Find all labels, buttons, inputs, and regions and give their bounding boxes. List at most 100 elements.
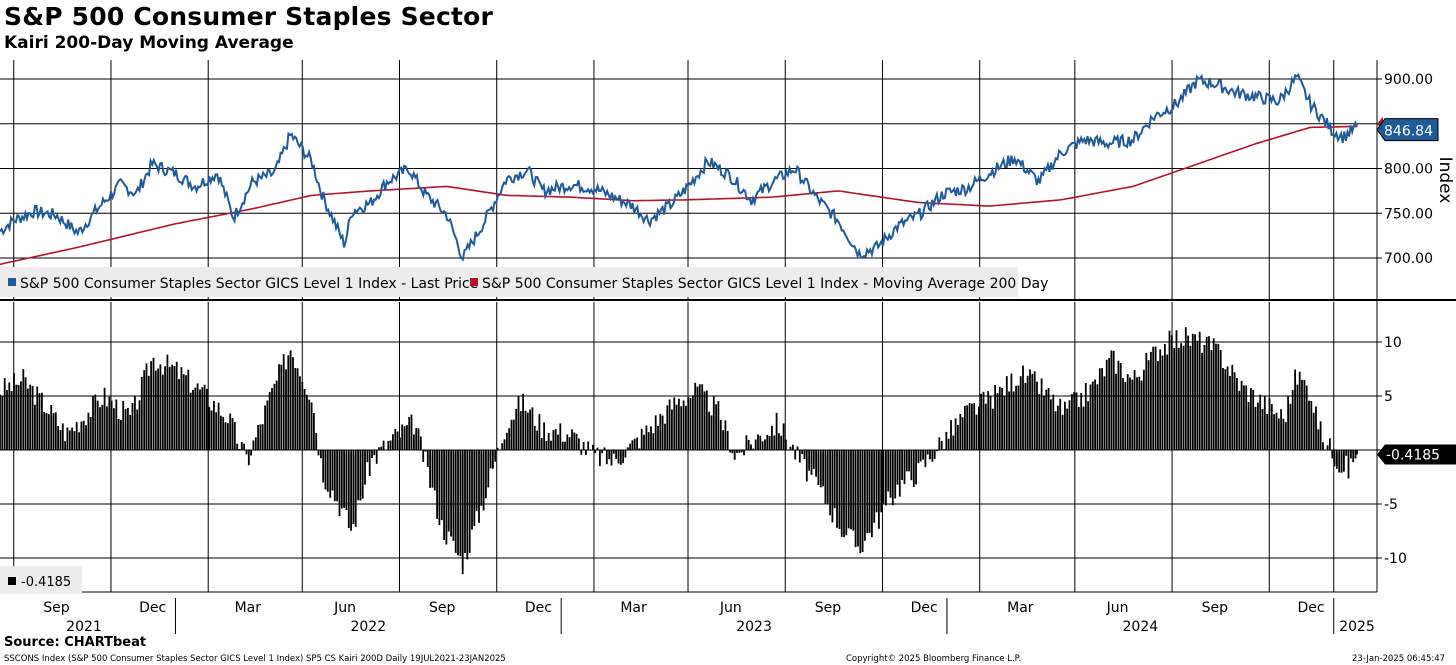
kairi-bar bbox=[1152, 346, 1155, 450]
legend-box bbox=[0, 267, 1018, 297]
kairi-bar bbox=[1291, 390, 1294, 450]
kairi-bar bbox=[840, 450, 843, 537]
kairi-bar bbox=[145, 363, 148, 450]
kairi-bar bbox=[73, 431, 76, 450]
kairi-bar bbox=[71, 427, 73, 450]
kairi-bar bbox=[1187, 335, 1189, 450]
kairi-bar bbox=[1203, 345, 1206, 450]
kairi-bar bbox=[1145, 352, 1148, 450]
kairi-bar bbox=[52, 413, 55, 450]
kairi-bar bbox=[41, 392, 43, 450]
kairi-bar bbox=[626, 447, 629, 450]
x-tick-label-month: Mar bbox=[620, 600, 647, 616]
kairi-bar bbox=[201, 387, 204, 450]
kairi-bar bbox=[1289, 403, 1292, 450]
kairi-bar bbox=[1119, 363, 1122, 450]
kairi-bar bbox=[1250, 388, 1252, 450]
kairi-bar bbox=[1224, 369, 1227, 450]
kairi-bar bbox=[168, 366, 171, 450]
kairi-bar bbox=[482, 450, 485, 511]
kairi-bar bbox=[259, 424, 262, 450]
kairi-bar bbox=[380, 446, 383, 450]
kairi-bar bbox=[675, 404, 678, 450]
kairi-bar bbox=[794, 450, 797, 460]
kairi-bar bbox=[387, 440, 390, 450]
kairi-bar bbox=[531, 407, 534, 450]
kairi-bar bbox=[980, 393, 983, 450]
kairi-bar bbox=[731, 450, 734, 454]
kairi-bar bbox=[1071, 394, 1073, 450]
kairi-bar bbox=[596, 447, 599, 450]
kairi-bar bbox=[1110, 350, 1113, 450]
kairi-last-tag-label: -0.4185 bbox=[1386, 448, 1440, 464]
kairi-bar bbox=[984, 403, 987, 450]
kairi-bar bbox=[199, 389, 201, 450]
kairi-bar bbox=[406, 425, 408, 450]
kairi-bar bbox=[1175, 330, 1178, 450]
kairi-bar bbox=[192, 389, 194, 450]
kairi-bar bbox=[1180, 343, 1182, 450]
kairi-bar bbox=[17, 384, 20, 450]
kairi-bar bbox=[1147, 360, 1150, 450]
kairi-bar bbox=[1068, 400, 1071, 450]
kairi-bar bbox=[782, 423, 785, 450]
source-text: Source: CHARTbeat bbox=[4, 635, 147, 650]
kairi-bar bbox=[868, 450, 871, 533]
kairi-bar bbox=[1329, 438, 1331, 450]
kairi-bar bbox=[708, 411, 710, 450]
kairi-bar bbox=[1115, 373, 1117, 450]
kairi-bar bbox=[747, 439, 750, 450]
kairi-bar bbox=[233, 422, 236, 450]
kairi-bar bbox=[564, 441, 566, 450]
kairi-bar bbox=[257, 424, 259, 450]
kairi-bar bbox=[808, 450, 810, 471]
x-tick-label-month: Mar bbox=[1007, 600, 1034, 616]
kairi-bar bbox=[561, 441, 564, 450]
kairi-bar bbox=[426, 450, 429, 467]
kairi-bar bbox=[1031, 373, 1034, 450]
kairi-bar bbox=[382, 440, 385, 450]
kairi-bar bbox=[92, 396, 94, 450]
kairi-bar bbox=[1326, 445, 1329, 450]
kairi-bar bbox=[543, 422, 545, 450]
kairi-bar bbox=[1345, 450, 1348, 456]
kairi-bar bbox=[217, 402, 220, 450]
kairi-bar bbox=[1124, 382, 1127, 450]
kairi-bar bbox=[529, 409, 531, 450]
kairi-bar bbox=[1215, 343, 1217, 450]
kairi-bar bbox=[926, 450, 929, 455]
x-tick-label-month: Jun bbox=[719, 600, 742, 616]
kairi-bar bbox=[208, 406, 211, 450]
kairi-bar bbox=[822, 450, 824, 487]
kairi-bar bbox=[1091, 381, 1094, 450]
kairi-bar bbox=[903, 450, 906, 485]
kairi-bar bbox=[515, 408, 518, 450]
legend-swatch-ma bbox=[470, 278, 478, 286]
kairi-bar bbox=[905, 450, 908, 472]
kairi-bar bbox=[1219, 350, 1222, 450]
kairi-bar bbox=[1201, 352, 1203, 450]
kairi-bar bbox=[1259, 394, 1262, 450]
kairi-bar bbox=[1282, 418, 1285, 450]
kairi-bar bbox=[96, 400, 99, 450]
kairi-bar bbox=[1296, 384, 1299, 450]
kairi-bar bbox=[1136, 377, 1138, 450]
kairi-bar bbox=[436, 450, 438, 519]
kairi-bar bbox=[280, 364, 283, 450]
kairi-bar bbox=[622, 450, 624, 464]
kairi-bar bbox=[703, 391, 706, 450]
kairi-bar bbox=[1077, 407, 1080, 450]
kairi-bar bbox=[689, 397, 692, 450]
kairi-bar bbox=[159, 364, 162, 450]
kairi-bar bbox=[180, 367, 183, 450]
kairi-bar bbox=[652, 433, 655, 450]
kairi-bar bbox=[717, 401, 720, 450]
kairi-bar bbox=[864, 450, 866, 541]
kairi-bar bbox=[815, 450, 817, 477]
kairi-bar bbox=[722, 430, 724, 450]
kairi-bar bbox=[164, 366, 166, 450]
kairi-bar bbox=[196, 383, 199, 450]
kairi-bar bbox=[1308, 400, 1310, 450]
kairi-bar bbox=[950, 420, 952, 450]
footer-description: SSCONS Index (S&P 500 Consumer Staples S… bbox=[4, 654, 506, 664]
